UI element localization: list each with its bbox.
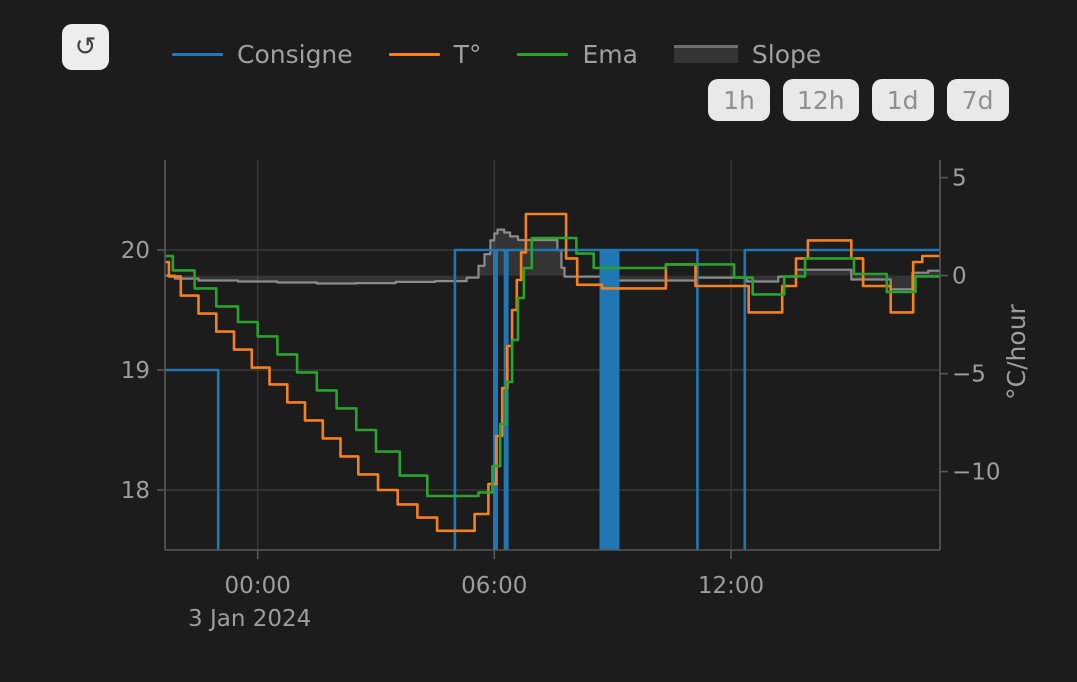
y-right-tick-label: 0: [952, 264, 967, 290]
series-group: [165, 212, 940, 550]
axis-lines: [157, 160, 948, 559]
slope-area-swatch-icon: [673, 45, 738, 63]
y-right-tick-label: −10: [952, 460, 1001, 486]
range-button-1d[interactable]: 1d: [871, 79, 934, 121]
consigne-line-swatch-icon: [172, 52, 223, 56]
y-left-tick-label: 19: [121, 358, 150, 384]
x-tick-label: 06:00: [461, 573, 527, 599]
legend: Consigne T° Ema Slope: [172, 38, 821, 70]
legend-label-slope: Slope: [751, 39, 822, 69]
temperature-line-swatch-icon: [388, 52, 440, 56]
x-tick-label: 12:00: [698, 573, 764, 599]
y-left-tick-label: 18: [121, 478, 150, 504]
range-button-12h[interactable]: 12h: [783, 79, 859, 121]
range-buttons: 1h 12h 1d 7d: [708, 79, 1009, 121]
range-button-1h[interactable]: 1h: [708, 79, 770, 121]
series-fill-slope: [165, 229, 940, 290]
series-line-consigne: [165, 248, 940, 550]
refresh-icon: ↺: [74, 32, 97, 62]
legend-item-consigne[interactable]: Consigne: [172, 40, 353, 69]
x-axis-date-label: 3 Jan 2024: [188, 606, 311, 632]
series-line-ema: [165, 236, 940, 498]
legend-item-ema[interactable]: Ema: [517, 39, 638, 69]
legend-label-temperature: T°: [453, 39, 482, 69]
legend-item-slope[interactable]: Slope: [673, 39, 822, 69]
ema-line-swatch-icon: [517, 52, 569, 56]
legend-item-temperature[interactable]: T°: [388, 39, 482, 69]
y-left-tick-label: 20: [121, 238, 150, 264]
legend-label-consigne: Consigne: [237, 39, 353, 69]
axis-labels: 20 19 18 5 0 −5 −10 00:00 06:00 12:00 3 Jan 2024 °C…: [121, 166, 1031, 632]
y-right-tick-label: −5: [952, 362, 986, 388]
range-button-7d[interactable]: 7d: [946, 79, 1009, 121]
y-right-axis-title: °C/hour: [1002, 303, 1031, 399]
legend-label-ema: Ema: [582, 39, 638, 69]
y-right-tick-label: 5: [952, 166, 967, 192]
refresh-button[interactable]: ↺: [62, 24, 109, 70]
x-tick-label: 00:00: [225, 573, 291, 599]
series-line-t: [165, 212, 940, 533]
